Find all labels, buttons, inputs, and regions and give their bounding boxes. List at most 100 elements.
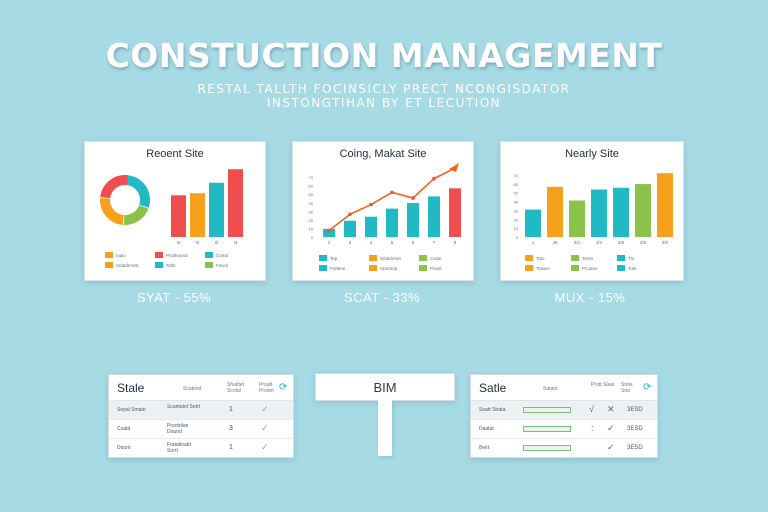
- refresh-icon[interactable]: ⟳: [279, 382, 288, 393]
- bar: [171, 195, 186, 237]
- table-row[interactable]: Daatat : ✓ 3ESD: [471, 420, 657, 439]
- x-tick-label: I2: [215, 240, 219, 245]
- donut-slice: [124, 175, 150, 208]
- x-tick-label: 3: [349, 240, 352, 245]
- check-icon: ✓: [261, 442, 269, 452]
- x-tick-label: J6: [553, 240, 558, 245]
- check-icon: ✓: [607, 423, 615, 433]
- cross-icon: ✕: [607, 404, 615, 414]
- recent-site-chart: I2 I3 I2 I3 Iuaio Pnotkonnd Coirat Srlatdrmott T…: [100, 169, 243, 268]
- subtitle-line-1: RESTAL TALLTH FOCINSICLY PRECT NCONGISDA…: [197, 82, 571, 96]
- trend-arrow-icon: [449, 163, 459, 173]
- donut-slice: [123, 204, 149, 225]
- card-stat: SYAT - 55%: [136, 290, 212, 305]
- x-tick-label: I3: [234, 240, 238, 245]
- card-stat: MUX - 15%: [554, 290, 626, 305]
- column-header: Shattlet Scntal: [227, 382, 244, 394]
- y-tick-label: 0: [516, 235, 519, 240]
- x-tick-label: 8: [454, 240, 457, 245]
- progress-field[interactable]: [523, 445, 571, 451]
- x-tick-label: 3/8: [640, 240, 647, 245]
- row-desc: Scantatet Setrt: [167, 404, 201, 410]
- row-desc: Fratatloatd Sorrt: [167, 442, 191, 454]
- legend-swatch: [571, 265, 579, 271]
- legend-label: Coirat: [216, 253, 229, 258]
- column-header: Scatend: [183, 386, 202, 392]
- column-header: Proatt Prodet: [259, 382, 274, 394]
- table-row[interactable]: Sepal Smate Scantatet Setrt 1 ✓: [109, 401, 293, 420]
- legend-label: Fetice: [216, 263, 229, 268]
- legend-label: Pnotkonnd: [166, 253, 188, 258]
- legend-label: Srlatdrmot: [380, 256, 402, 261]
- row-value: 3: [229, 425, 233, 432]
- bar: [386, 208, 398, 237]
- coming-market-site-card[interactable]: Coing, Makat Site 0 10 20 30 40 50 60 70 2 3 4 5 6 7 8…: [292, 141, 474, 281]
- y-tick-label: 20: [514, 217, 519, 222]
- bar: [547, 186, 563, 237]
- legend-swatch: [369, 255, 377, 261]
- y-tick-label: 10: [309, 226, 314, 231]
- satle-table: Satle Satant Prott Slaat Stote Stot ⟳ So…: [470, 374, 658, 458]
- legend-swatch: [319, 265, 327, 271]
- progress-field[interactable]: [523, 426, 571, 432]
- legend-label: Tasaro: [536, 266, 550, 271]
- bim-label[interactable]: BIM: [315, 373, 455, 401]
- y-tick-label: 40: [309, 201, 314, 206]
- legend-swatch: [617, 265, 625, 271]
- row-code: 3ESD: [627, 445, 643, 451]
- card-title: Coing, Makat Site: [339, 148, 427, 160]
- legend-label: Pahtine: [330, 266, 346, 271]
- row-code: 3ESD: [627, 426, 643, 432]
- card-title: Nearly Site: [565, 148, 619, 160]
- progress-field[interactable]: [523, 407, 571, 413]
- row-label: Daatat: [479, 426, 494, 432]
- y-tick-label: 60: [309, 184, 314, 189]
- x-tick-label: 3/6: [618, 240, 625, 245]
- refresh-icon[interactable]: ⟳: [643, 382, 652, 393]
- legend-label: Cacle: [430, 256, 442, 261]
- column-header: Satant: [543, 386, 558, 392]
- table-row[interactable]: Beirt ✓ 3ESD: [471, 439, 657, 458]
- y-tick-label: 30: [309, 209, 314, 214]
- check-icon: ✓: [261, 404, 269, 414]
- column-header: Stote Stot: [621, 382, 633, 394]
- row-label: Coatd: [117, 426, 131, 432]
- legend-swatch: [105, 252, 113, 258]
- table-row[interactable]: Coatd Prootnlan Dound 3 ✓: [109, 420, 293, 439]
- legend-swatch: [155, 252, 163, 258]
- legend-swatch: [369, 265, 377, 271]
- row-value: 1: [229, 406, 233, 413]
- table-name: Stale: [117, 381, 145, 395]
- nearly-site-card[interactable]: Nearly Site 0 10 20 30 40 50 60 70 J J6 3/1 3/4 3/6 3…: [500, 141, 684, 281]
- legend-swatch: [155, 262, 163, 268]
- x-tick-label: 7: [433, 240, 436, 245]
- recent-site-card[interactable]: Reoent Site I2 I3 I2 I3 Iuaio Pnotkonnd Coirat…: [84, 141, 266, 281]
- y-tick-label: 60: [514, 182, 519, 187]
- legend-swatch: [571, 255, 579, 261]
- bar: [323, 228, 335, 237]
- legend-swatch: [205, 262, 213, 268]
- legend-label: Prcatee: [582, 266, 598, 271]
- bar: [209, 182, 224, 237]
- x-tick-label: 5: [391, 240, 394, 245]
- table-header: Stale Scatend Shattlet Scntal Proatt Pro…: [109, 375, 293, 401]
- table-row[interactable]: Dount Fratatloatd Sorrt 1 ✓: [109, 439, 293, 458]
- legend-swatch: [205, 252, 213, 258]
- line-point: [432, 176, 436, 181]
- row-label: Beirt: [479, 445, 490, 451]
- x-tick-label: 3/0: [662, 240, 669, 245]
- legend-swatch: [617, 255, 625, 261]
- x-tick-label: J: [532, 240, 534, 245]
- legend-label: Tep: [330, 256, 338, 261]
- y-tick-label: 70: [309, 175, 314, 180]
- bar: [428, 196, 440, 237]
- bar: [228, 169, 243, 237]
- row-label: Soatt Strata: [479, 407, 506, 413]
- line-point: [369, 202, 373, 207]
- dots-icon: :: [591, 423, 594, 433]
- row-label: Dount: [117, 445, 131, 451]
- bar: [449, 188, 461, 237]
- legend-swatch: [319, 255, 327, 261]
- table-row[interactable]: Soatt Strata √ ✕ 3ESD: [471, 401, 657, 420]
- bar: [569, 200, 585, 237]
